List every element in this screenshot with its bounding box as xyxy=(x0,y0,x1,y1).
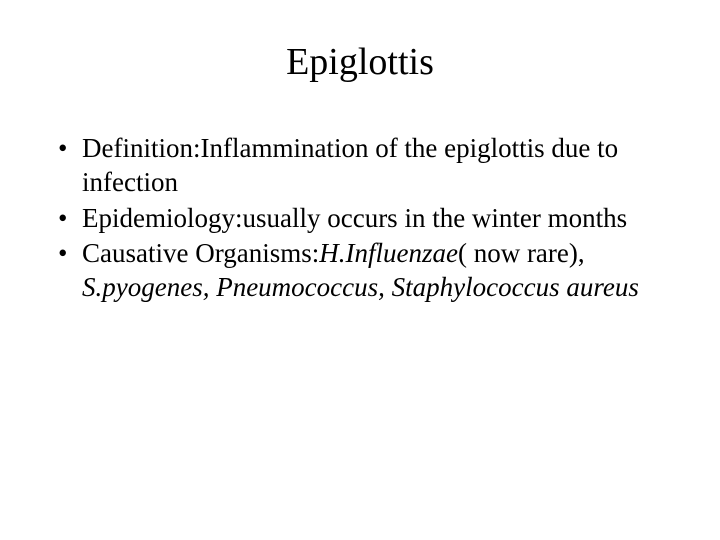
slide-title: Epiglottis xyxy=(40,40,680,84)
bullet-text-italic: S.pyogenes, Pneumococcus, Staphylococcus… xyxy=(82,272,639,302)
bullet-text: Causative Organisms: xyxy=(82,238,319,268)
bullet-item: Definition:Inflammination of the epiglot… xyxy=(58,132,680,200)
bullet-text-italic: H.Influenzae xyxy=(319,238,458,268)
bullet-text: Epidemiology:usually occurs in the winte… xyxy=(82,203,627,233)
bullet-item: Epidemiology:usually occurs in the winte… xyxy=(58,202,680,236)
bullet-text: ( now rare), xyxy=(458,238,585,268)
bullet-list: Definition:Inflammination of the epiglot… xyxy=(40,132,680,305)
bullet-item: Causative Organisms:H.Influenzae( now ra… xyxy=(58,237,680,305)
slide-container: Epiglottis Definition:Inflammination of … xyxy=(0,0,720,540)
bullet-text: Definition:Inflammination of the epiglot… xyxy=(82,133,618,197)
